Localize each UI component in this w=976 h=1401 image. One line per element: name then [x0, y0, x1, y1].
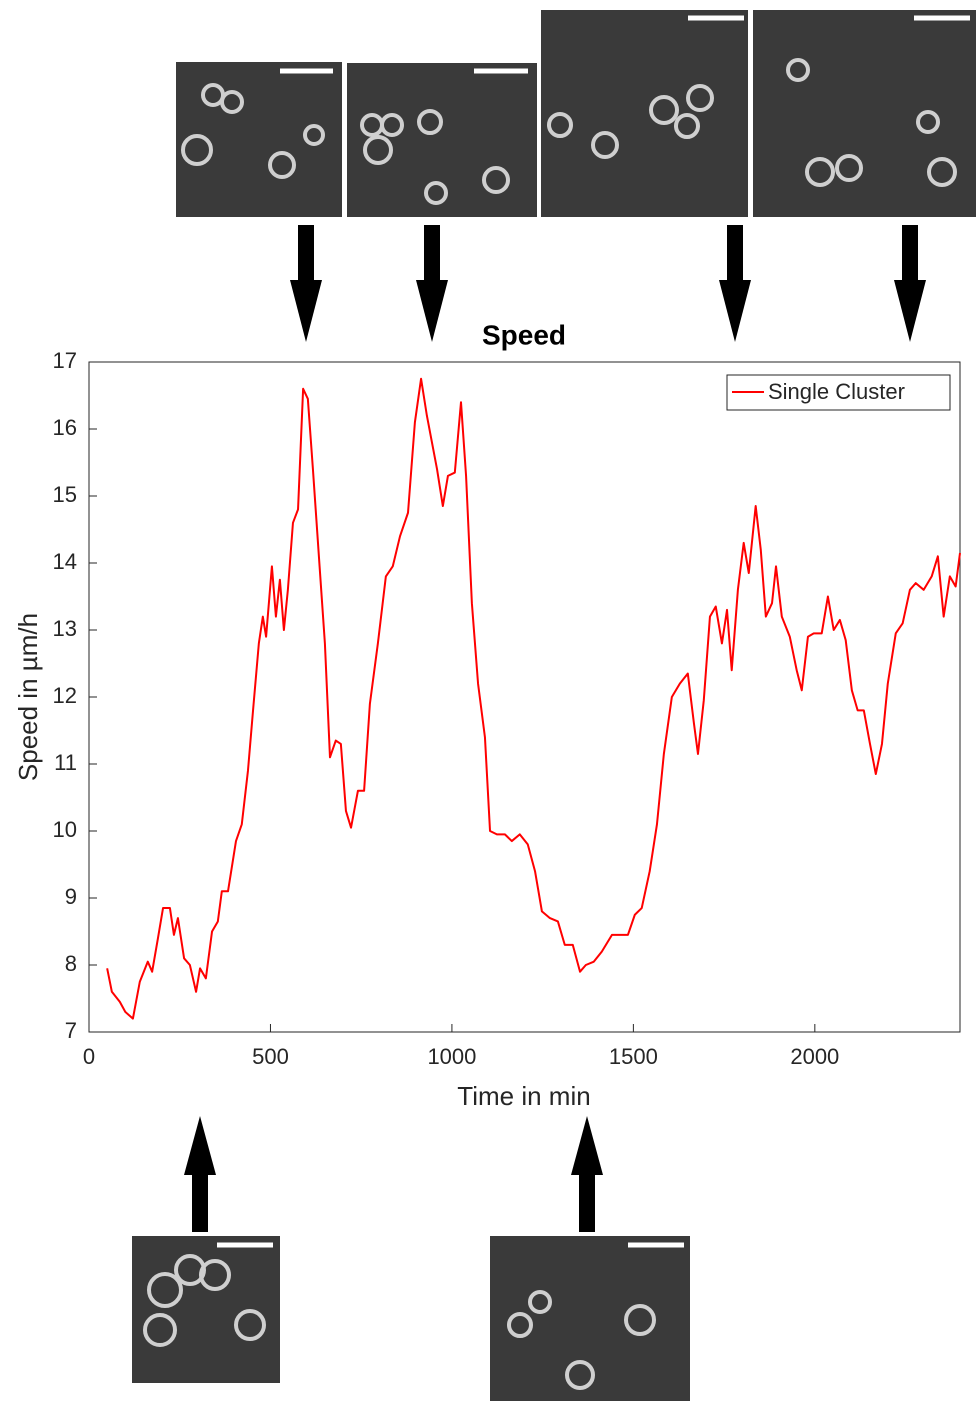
y-tick-label: 7	[65, 1018, 77, 1043]
y-tick-label: 13	[53, 616, 77, 641]
x-axis-label: Time in min	[457, 1081, 590, 1111]
x-tick-label: 500	[252, 1044, 289, 1069]
y-tick-label: 9	[65, 884, 77, 909]
y-tick-label: 10	[53, 817, 77, 842]
x-tick-label: 2000	[790, 1044, 839, 1069]
legend-label: Single Cluster	[768, 379, 905, 404]
legend-box	[726, 374, 951, 411]
y-tick-label: 12	[53, 683, 77, 708]
y-tick-label: 11	[54, 750, 77, 775]
x-tick-label: 1500	[609, 1044, 658, 1069]
x-tick-label: 0	[83, 1044, 95, 1069]
micrographs	[132, 10, 976, 1401]
plot-frame	[88, 361, 961, 1033]
x-tick-label: 1000	[427, 1044, 476, 1069]
chart-title: Speed	[482, 319, 566, 350]
data-line	[106, 377, 961, 1020]
y-tick-label: 8	[65, 951, 77, 976]
y-tick-label: 14	[53, 549, 77, 574]
y-tick-label: 15	[53, 482, 77, 507]
y-tick-label: 16	[53, 415, 77, 440]
y-axis-label: Speed in µm/h	[13, 613, 43, 781]
y-tick-label: 17	[53, 348, 77, 373]
arrows	[184, 225, 926, 1232]
